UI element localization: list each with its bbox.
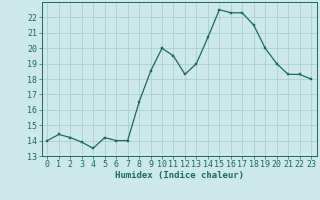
X-axis label: Humidex (Indice chaleur): Humidex (Indice chaleur): [115, 171, 244, 180]
